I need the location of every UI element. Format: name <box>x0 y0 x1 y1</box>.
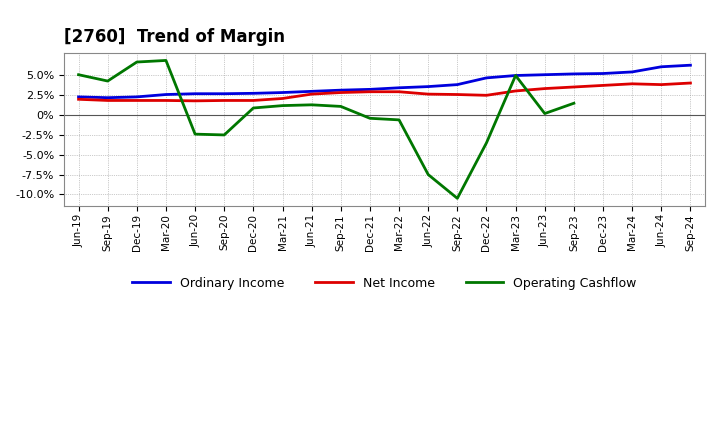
Operating Cashflow <box>161 58 170 63</box>
Ordinary Income <box>161 92 170 97</box>
Operating Cashflow <box>336 104 345 109</box>
Ordinary Income <box>366 87 374 92</box>
Ordinary Income <box>657 64 665 70</box>
Text: [2760]  Trend of Margin: [2760] Trend of Margin <box>64 28 285 46</box>
Ordinary Income <box>132 94 141 99</box>
Net Income <box>482 93 491 98</box>
Net Income <box>278 96 287 101</box>
Net Income <box>453 92 462 97</box>
Operating Cashflow <box>132 59 141 65</box>
Net Income <box>599 83 608 88</box>
Operating Cashflow <box>453 196 462 201</box>
Operating Cashflow <box>249 105 258 110</box>
Operating Cashflow <box>307 102 316 107</box>
Net Income <box>686 81 695 86</box>
Net Income <box>336 90 345 95</box>
Net Income <box>570 84 578 90</box>
Line: Net Income: Net Income <box>78 83 690 101</box>
Net Income <box>366 89 374 95</box>
Ordinary Income <box>628 69 636 74</box>
Ordinary Income <box>541 72 549 77</box>
Ordinary Income <box>278 90 287 95</box>
Net Income <box>132 98 141 103</box>
Operating Cashflow <box>482 140 491 146</box>
Line: Operating Cashflow: Operating Cashflow <box>78 60 574 198</box>
Net Income <box>104 98 112 103</box>
Ordinary Income <box>686 62 695 68</box>
Net Income <box>395 89 403 95</box>
Net Income <box>628 81 636 87</box>
Net Income <box>541 86 549 91</box>
Net Income <box>424 92 433 97</box>
Ordinary Income <box>307 89 316 94</box>
Ordinary Income <box>220 91 228 96</box>
Ordinary Income <box>395 85 403 91</box>
Net Income <box>249 98 258 103</box>
Ordinary Income <box>599 71 608 76</box>
Net Income <box>161 98 170 103</box>
Operating Cashflow <box>511 73 520 78</box>
Ordinary Income <box>453 82 462 87</box>
Ordinary Income <box>511 73 520 78</box>
Operating Cashflow <box>104 78 112 84</box>
Ordinary Income <box>191 91 199 96</box>
Legend: Ordinary Income, Net Income, Operating Cashflow: Ordinary Income, Net Income, Operating C… <box>132 277 637 290</box>
Line: Ordinary Income: Ordinary Income <box>78 65 690 98</box>
Ordinary Income <box>570 71 578 77</box>
Ordinary Income <box>424 84 433 89</box>
Operating Cashflow <box>395 117 403 122</box>
Operating Cashflow <box>74 72 83 77</box>
Operating Cashflow <box>570 101 578 106</box>
Net Income <box>511 88 520 94</box>
Ordinary Income <box>74 94 83 99</box>
Ordinary Income <box>482 75 491 81</box>
Net Income <box>191 98 199 103</box>
Ordinary Income <box>249 91 258 96</box>
Ordinary Income <box>336 88 345 93</box>
Operating Cashflow <box>541 111 549 116</box>
Net Income <box>657 82 665 87</box>
Operating Cashflow <box>366 116 374 121</box>
Operating Cashflow <box>278 103 287 108</box>
Net Income <box>74 97 83 102</box>
Net Income <box>220 98 228 103</box>
Operating Cashflow <box>424 172 433 177</box>
Ordinary Income <box>104 95 112 100</box>
Net Income <box>307 92 316 97</box>
Operating Cashflow <box>220 132 228 138</box>
Operating Cashflow <box>191 132 199 137</box>
